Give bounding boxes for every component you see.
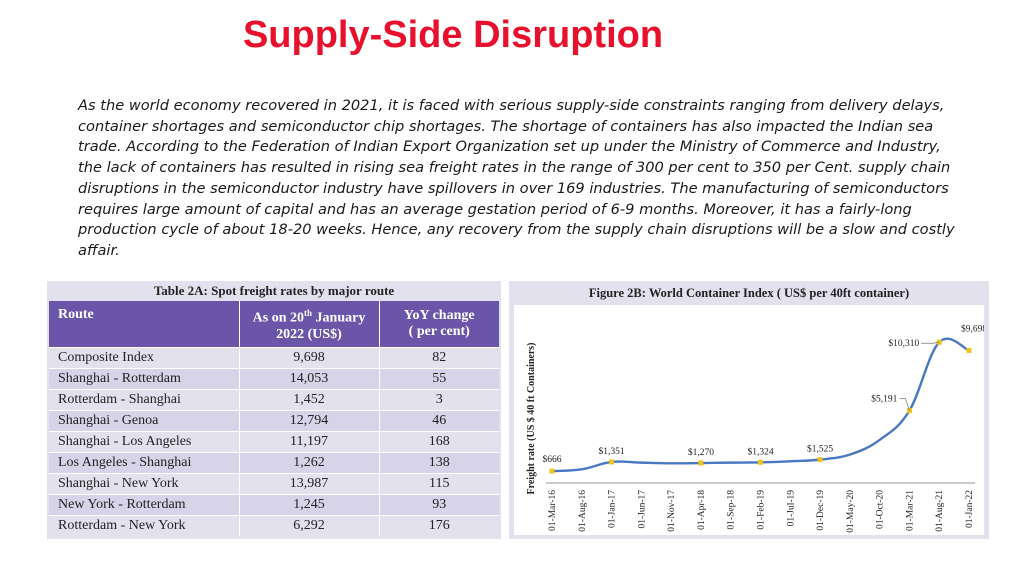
data-point-marker xyxy=(817,457,823,463)
rate-cell: 12,794 xyxy=(239,410,380,432)
data-point-marker xyxy=(609,459,615,465)
leader-line xyxy=(921,341,940,344)
route-cell: Shanghai - New York xyxy=(49,473,240,495)
rate-cell: 9,698 xyxy=(239,347,380,369)
x-tick-label: 01-Mar-16 xyxy=(548,490,558,531)
rate-cell: 1,452 xyxy=(239,389,380,411)
table-row: Shanghai - New York 13,987 115 xyxy=(49,473,499,495)
leader-line xyxy=(899,398,910,411)
route-cell: Rotterdam - Shanghai xyxy=(49,389,240,411)
header-yoy: YoY change ( per cent) xyxy=(379,301,499,348)
rate-cell: 14,053 xyxy=(239,368,380,390)
slide-title: Supply-Side Disruption xyxy=(242,14,664,56)
yoy-cell: 3 xyxy=(379,389,499,411)
body-paragraph: As the world economy recovered in 2021, … xyxy=(78,97,955,259)
route-cell: Los Angeles - Shanghai xyxy=(49,452,240,474)
data-label: $1,324 xyxy=(747,446,773,457)
data-label: $666 xyxy=(543,454,562,465)
x-tick-label: 01-Feb-19 xyxy=(757,490,767,530)
x-tick-label: 01-Dec-19 xyxy=(816,490,826,531)
x-tick-label: 01-Jul-19 xyxy=(786,490,796,527)
table-row: Shanghai - Genoa 12,794 46 xyxy=(49,410,499,432)
chart-caption: Figure 2B: World Container Index ( US$ p… xyxy=(588,286,910,300)
data-label: $1,525 xyxy=(807,444,833,455)
header-yoy-line1: YoY change xyxy=(403,308,475,323)
header-yoy-line2: ( per cent) xyxy=(408,324,470,339)
data-label: $1,270 xyxy=(688,447,714,458)
yoy-cell: 176 xyxy=(379,515,499,536)
table-row: Composite Index 9,698 82 xyxy=(49,347,499,369)
freight-table-panel: Table 2A: Spot freight rates by major ro… xyxy=(47,281,501,539)
rate-cell: 11,197 xyxy=(239,431,380,453)
header-rate-line1-pre: As on 20 xyxy=(252,310,305,326)
x-tick-label: 01-Mar-21 xyxy=(905,490,915,531)
data-point-marker xyxy=(549,468,555,474)
table-row: Rotterdam - New York 6,292 176 xyxy=(49,515,499,536)
container-index-chart-panel: Figure 2B: World Container Index ( US$ p… xyxy=(509,281,989,539)
freight-rates-table: Route As on 20th January 2022 (US$) YoY … xyxy=(49,301,499,536)
route-cell: Shanghai - Los Angeles xyxy=(49,431,240,453)
x-tick-label: 01-Aug-21 xyxy=(935,490,945,532)
x-tick-label: 01-Oct-20 xyxy=(876,490,886,529)
rate-cell: 13,987 xyxy=(239,473,380,495)
table-header-row: Route As on 20th January 2022 (US$) YoY … xyxy=(49,301,499,348)
table-caption: Table 2A: Spot freight rates by major ro… xyxy=(153,283,395,298)
yoy-cell: 168 xyxy=(379,431,499,453)
x-tick-label: 01-May-20 xyxy=(846,490,856,533)
header-rate: As on 20th January 2022 (US$) xyxy=(239,301,380,348)
route-cell: Shanghai - Rotterdam xyxy=(49,368,240,390)
header-rate-line2: 2022 (US$) xyxy=(276,326,342,342)
header-rate-sup: th xyxy=(304,308,313,319)
x-tick-label: 01-Aug-16 xyxy=(578,490,588,532)
chart-area: Freight rate (US $ 40 ft Containers) $666… xyxy=(514,305,987,535)
data-point-marker xyxy=(906,408,912,414)
data-point-marker xyxy=(758,459,763,465)
yoy-cell: 93 xyxy=(379,494,499,516)
x-tick-label: 01-Jan-17 xyxy=(608,490,618,528)
rate-cell: 6,292 xyxy=(239,515,380,536)
data-label: $9,698 xyxy=(961,323,984,334)
table-row: Los Angeles - Shanghai 1,262 138 xyxy=(49,452,499,474)
yoy-cell: 138 xyxy=(379,452,499,474)
header-route: Route xyxy=(49,301,240,348)
table-row: New York - Rotterdam 1,245 93 xyxy=(49,494,499,516)
x-tick-label: 01-Jan-22 xyxy=(965,490,975,528)
table-row: Shanghai - Rotterdam 14,053 55 xyxy=(49,368,499,390)
container-index-chart: Freight rate (US $ 40 ft Containers) $666… xyxy=(526,323,987,533)
data-label: $5,191 xyxy=(871,394,897,405)
x-tick-label: 01-Jun-17 xyxy=(637,490,647,529)
table-row: Shanghai - Los Angeles 11,197 168 xyxy=(49,431,499,453)
route-cell: Rotterdam - New York xyxy=(49,515,240,536)
route-cell: Shanghai - Genoa xyxy=(49,410,240,432)
data-point-marker xyxy=(966,347,972,353)
y-axis-title: Freight rate (US $ 40 ft Containers) xyxy=(526,342,537,494)
route-cell: Composite Index xyxy=(49,347,240,369)
yoy-cell: 46 xyxy=(379,410,499,432)
data-label: $10,310 xyxy=(888,338,919,349)
table-row: Rotterdam - Shanghai 1,452 3 xyxy=(49,389,499,411)
yoy-cell: 115 xyxy=(379,473,499,495)
x-tick-label: 01-Apr-18 xyxy=(697,490,707,530)
table-body: Composite Index 9,698 82 Shanghai - Rotterd… xyxy=(49,347,499,536)
data-label: $1,351 xyxy=(599,446,625,457)
header-rate-line1-post: January xyxy=(312,310,366,326)
route-cell: New York - Rotterdam xyxy=(49,494,240,516)
data-point-marker xyxy=(698,460,704,466)
yoy-cell: 82 xyxy=(379,347,499,369)
rate-cell: 1,262 xyxy=(239,452,380,474)
x-tick-label: 01-Sep-18 xyxy=(727,490,737,530)
yoy-cell: 55 xyxy=(379,368,499,390)
rate-cell: 1,245 xyxy=(239,494,380,516)
x-tick-label: 01-Nov-17 xyxy=(667,490,677,532)
